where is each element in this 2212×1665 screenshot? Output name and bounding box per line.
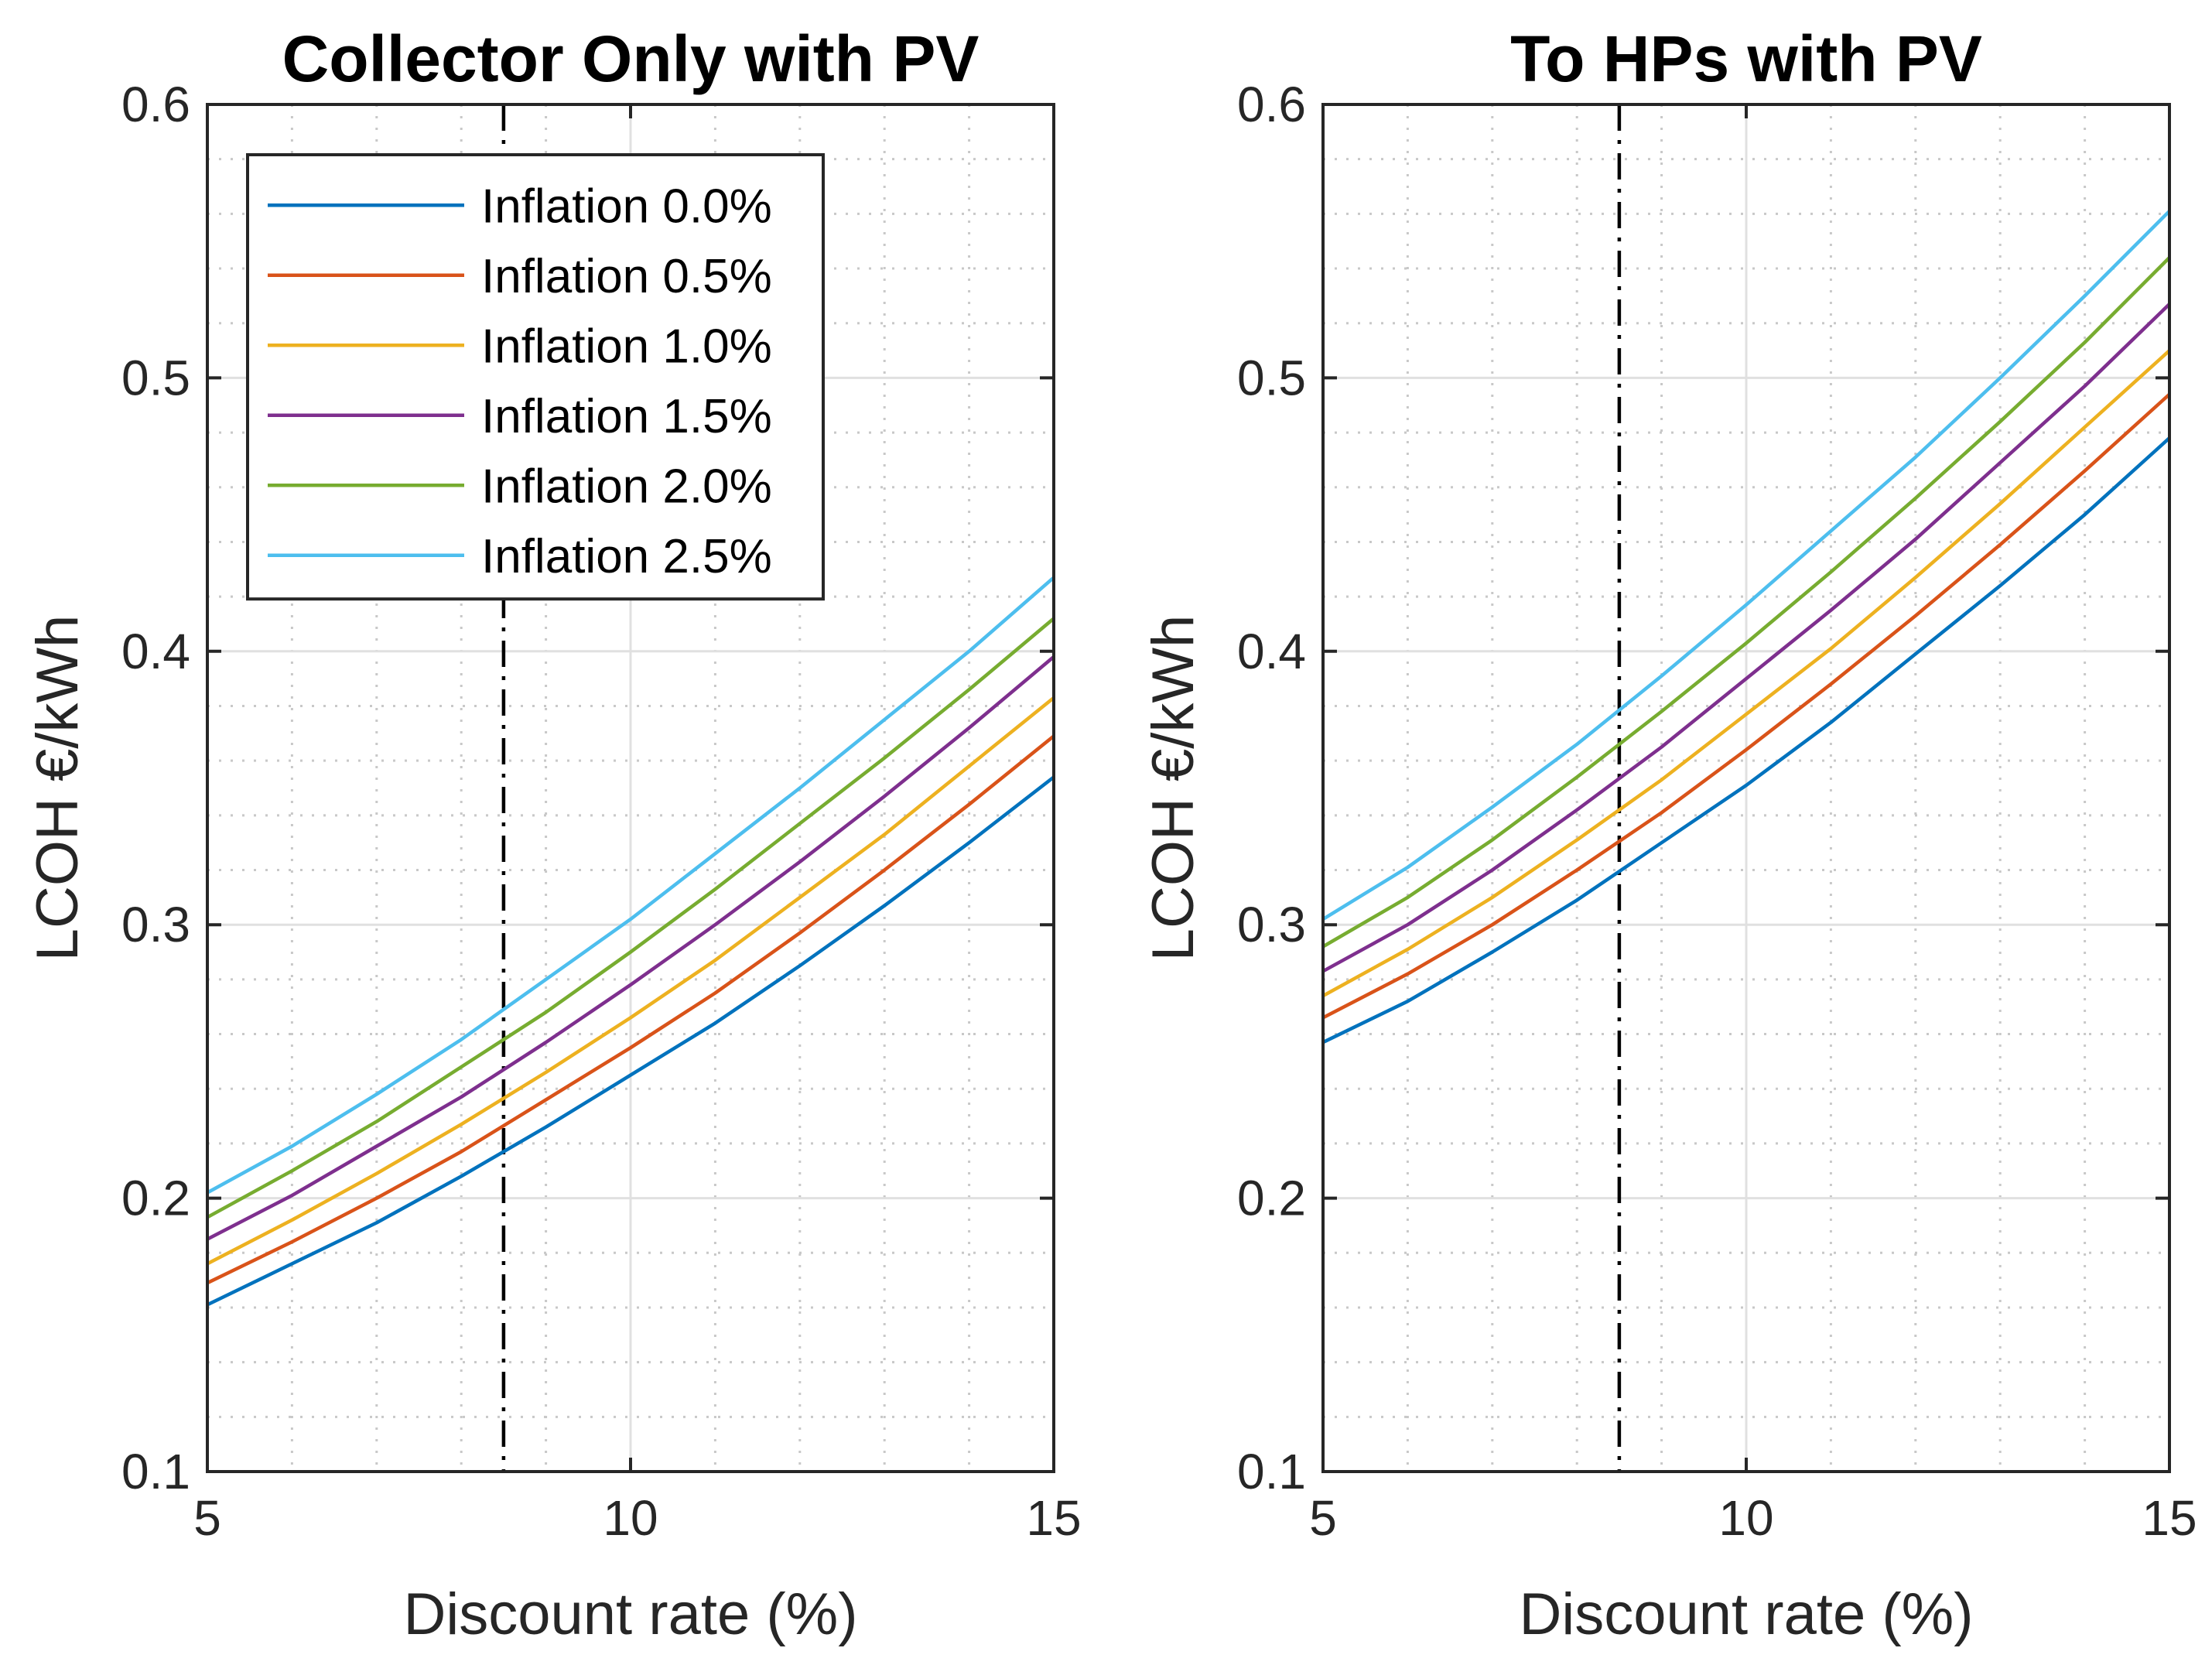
panel-to-hps: 5 10 15 0.1 0.2 0.3 0.4 0.5 0.6 To HPs with PV Dis… [1140, 22, 2197, 1647]
legend: Inflation 0.0% Inflation 0.5% Inflation 1.… [246, 153, 825, 601]
chart-title: To HPs with PV [1510, 22, 1982, 95]
series-line-5 [1321, 210, 2171, 921]
x-tick-label: 10 [1718, 1490, 1773, 1546]
y-tick-label: 0.5 [121, 350, 190, 405]
series-group [206, 576, 1055, 1307]
x-tick-label: 15 [1026, 1490, 1081, 1546]
series-line-2 [206, 696, 1055, 1266]
y-axis-label: LCOH €/kWh [25, 615, 91, 962]
y-tick-label: 0.2 [121, 1171, 190, 1226]
y-tick-label: 0.1 [121, 1444, 190, 1499]
series-line-4 [1321, 256, 2171, 949]
legend-label-4: Inflation 2.0% [481, 460, 772, 513]
x-tick-label: 10 [603, 1490, 658, 1546]
y-tick-label: 0.6 [121, 77, 190, 132]
series-line-5 [206, 576, 1055, 1195]
series-line-4 [206, 617, 1055, 1219]
y-tick-label: 0.3 [1237, 897, 1306, 952]
y-tick-label: 0.4 [121, 624, 190, 679]
legend-label-0: Inflation 0.0% [481, 179, 772, 233]
series-line-1 [1321, 392, 2171, 1020]
minor-grid [1323, 104, 2169, 1472]
series-group [1321, 210, 2171, 1044]
y-tick-label: 0.6 [1237, 77, 1306, 132]
y-tick-label: 0.4 [1237, 624, 1306, 679]
x-tick-label: 15 [2142, 1490, 2197, 1546]
x-axis-label: Discount rate (%) [1519, 1581, 1973, 1647]
legend-label-5: Inflation 2.5% [481, 530, 772, 583]
y-tick-label: 0.1 [1237, 1444, 1306, 1499]
y-tick-label: 0.3 [121, 897, 190, 952]
legend-label-1: Inflation 0.5% [481, 250, 772, 303]
legend-label-3: Inflation 1.5% [481, 390, 772, 443]
chart-title: Collector Only with PV [282, 22, 980, 95]
x-tick-label: 5 [1309, 1490, 1337, 1546]
series-line-3 [206, 655, 1055, 1241]
x-tick-label: 5 [193, 1490, 221, 1546]
y-axis-label: LCOH €/kWh [1140, 615, 1206, 962]
panel-collector-only: 5 10 15 0.1 0.2 0.3 0.4 0.5 0.6 Collector Only wi… [25, 22, 1082, 1647]
y-tick-label: 0.5 [1237, 350, 1306, 405]
series-line-2 [1321, 349, 2171, 998]
legend-label-2: Inflation 1.0% [481, 320, 772, 373]
major-grid [1321, 103, 2171, 1473]
x-axis-label: Discount rate (%) [403, 1581, 857, 1647]
series-line-3 [1321, 303, 2171, 973]
series-line-0 [1322, 436, 2171, 1044]
y-tick-label: 0.2 [1237, 1171, 1306, 1226]
series-line-0 [207, 775, 1055, 1307]
legend-box [246, 153, 825, 601]
series-line-1 [207, 734, 1055, 1285]
